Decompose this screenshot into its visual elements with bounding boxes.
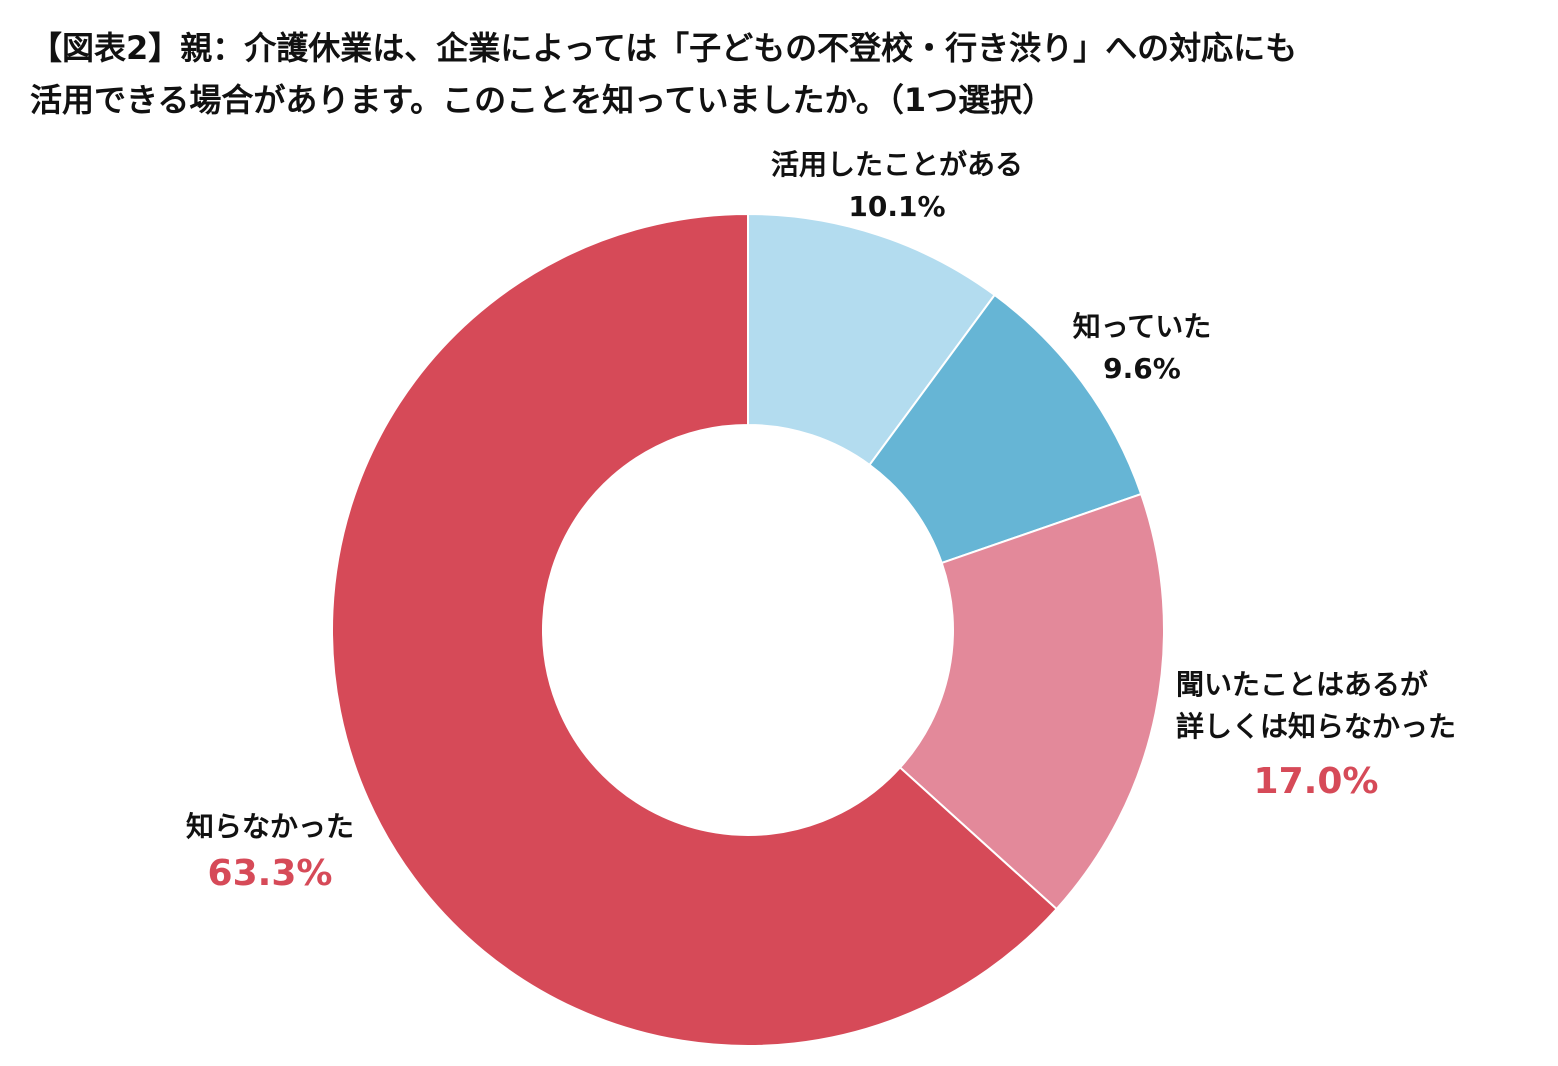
slice-label-knew: 知っていた 9.6% [1062,306,1222,390]
slice-used [747,212,997,467]
slice-didnt-know [331,212,1058,1047]
slice-label-heard-text-1: 聞いたことはあるが [1176,668,1429,701]
slice-label-didnt-know: 知らなかった 63.3% [170,806,370,900]
slice-heard [898,492,1165,911]
slice-label-heard-text-2: 詳しくは知らなかった [1176,710,1457,743]
slice-value-used: 10.1% [848,190,946,223]
chart-title-line-1: 【図表2】親：介護休業は、企業によっては「子どもの不登校・行き渋り」への対応にも [30,29,1298,67]
chart-title-line-2: 活用できる場合があります。このことを知っていましたか。（1つ選択） [30,81,1055,119]
slice-label-used: 活用したことがある 10.1% [756,144,1038,228]
slice-label-heard: 聞いたことはあるが 詳しくは知らなかった 17.0% [1176,664,1506,808]
slice-value-didnt-know: 63.3% [207,853,333,894]
slice-label-didnt-know-text: 知らなかった [185,810,354,843]
slice-value-heard: 17.0% [1253,761,1379,802]
chart-title: 【図表2】親：介護休業は、企業によっては「子どもの不登校・行き渋り」への対応にも… [30,22,1530,126]
slice-label-knew-text: 知っていた [1072,310,1212,343]
slice-value-knew: 9.6% [1103,352,1181,385]
slice-label-used-text: 活用したことがある [770,148,1023,181]
